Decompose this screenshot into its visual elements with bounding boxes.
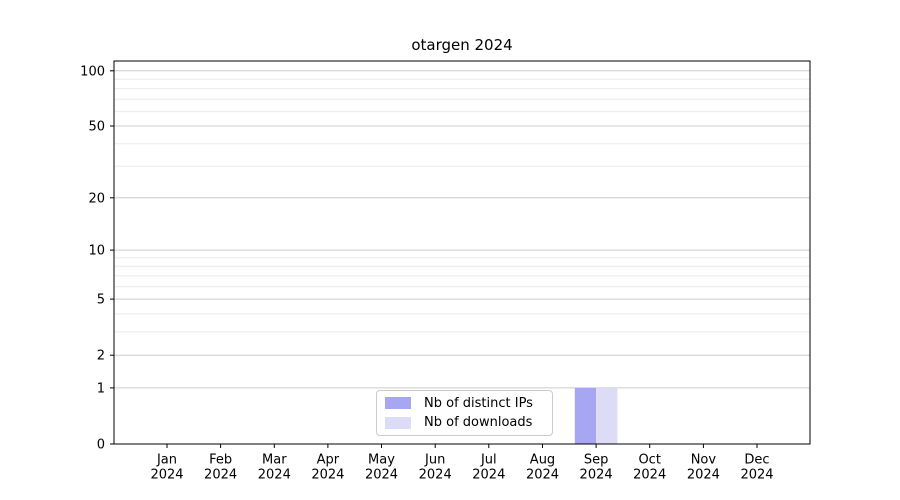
legend-item-distinct-ips: Nb of distinct IPs bbox=[377, 396, 552, 411]
plot-frame bbox=[113, 60, 811, 445]
legend-label: Nb of downloads bbox=[424, 415, 533, 431]
y-tick-label: 50 bbox=[88, 120, 105, 135]
x-tick-label-year: 2024 bbox=[472, 468, 505, 483]
y-tick-label: 20 bbox=[88, 191, 105, 206]
x-tick-label-year: 2024 bbox=[580, 468, 613, 483]
y-tick-label: 0 bbox=[97, 438, 105, 453]
x-tick-label-month: Sep bbox=[584, 453, 609, 468]
legend: Nb of distinct IPs Nb of downloads bbox=[376, 390, 553, 436]
legend-swatch bbox=[385, 416, 411, 429]
chart-title: otargen 2024 bbox=[411, 36, 513, 54]
x-tick-label-year: 2024 bbox=[526, 468, 559, 483]
x-tick-label-month: May bbox=[368, 453, 395, 468]
y-tick-label: 5 bbox=[97, 293, 105, 308]
y-tick-label: 10 bbox=[88, 244, 105, 259]
x-tick-label-year: 2024 bbox=[365, 468, 398, 483]
x-tick-label-year: 2024 bbox=[687, 468, 720, 483]
y-tick-label: 2 bbox=[97, 349, 105, 364]
x-tick-label-year: 2024 bbox=[633, 468, 666, 483]
y-tick-label: 100 bbox=[80, 64, 105, 79]
bar-Sep-2024-s0 bbox=[574, 387, 597, 444]
bar-Sep-2024-s1 bbox=[596, 387, 618, 444]
x-tick-label-year: 2024 bbox=[204, 468, 237, 483]
x-tick-label-month: Nov bbox=[691, 453, 717, 468]
x-tick-label-month: Apr bbox=[317, 453, 340, 468]
x-tick-label-year: 2024 bbox=[258, 468, 291, 483]
x-tick-label-year: 2024 bbox=[150, 468, 183, 483]
x-tick-label-month: Jan bbox=[156, 453, 177, 468]
x-tick-label-month: Oct bbox=[638, 453, 660, 468]
x-tick-label-month: Jun bbox=[424, 453, 445, 468]
x-tick-label-month: Mar bbox=[262, 453, 287, 468]
y-tick-label: 1 bbox=[97, 381, 105, 396]
x-tick-label-year: 2024 bbox=[311, 468, 344, 483]
x-tick-label-year: 2024 bbox=[740, 468, 773, 483]
legend-label: Nb of distinct IPs bbox=[424, 395, 533, 411]
x-tick-label-month: Feb bbox=[209, 453, 232, 468]
legend-item-downloads: Nb of downloads bbox=[377, 415, 552, 430]
x-tick-label-month: Aug bbox=[530, 453, 555, 468]
x-tick-label-month: Jul bbox=[480, 453, 497, 468]
x-tick-label-year: 2024 bbox=[419, 468, 452, 483]
x-tick-label-month: Dec bbox=[744, 453, 769, 468]
legend-swatch bbox=[385, 397, 411, 410]
